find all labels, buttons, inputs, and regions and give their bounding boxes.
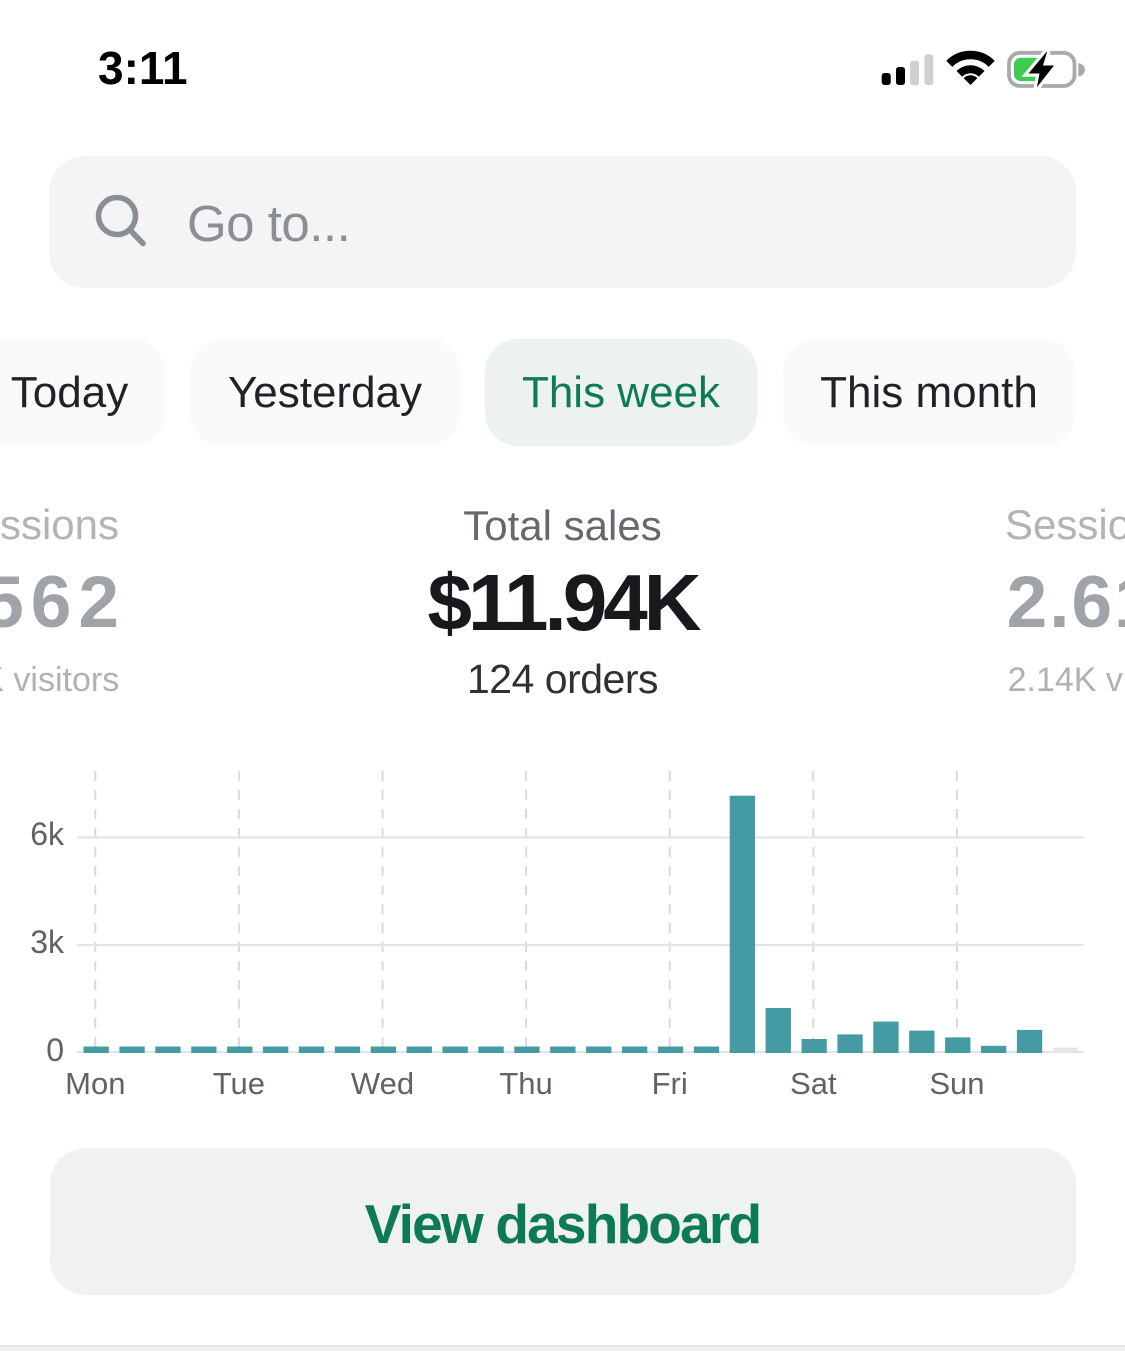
svg-text:Tue: Tue: [213, 1066, 265, 1101]
svg-text:Wed: Wed: [351, 1066, 414, 1101]
svg-text:Fri: Fri: [652, 1066, 688, 1101]
svg-text:0: 0: [46, 1032, 64, 1068]
svg-text:Sat: Sat: [790, 1066, 837, 1101]
svg-text:Mon: Mon: [65, 1066, 125, 1101]
svg-text:Thu: Thu: [499, 1066, 552, 1101]
svg-text:Sun: Sun: [929, 1066, 984, 1101]
svg-text:3k: 3k: [30, 924, 65, 960]
svg-text:6k: 6k: [30, 816, 65, 852]
